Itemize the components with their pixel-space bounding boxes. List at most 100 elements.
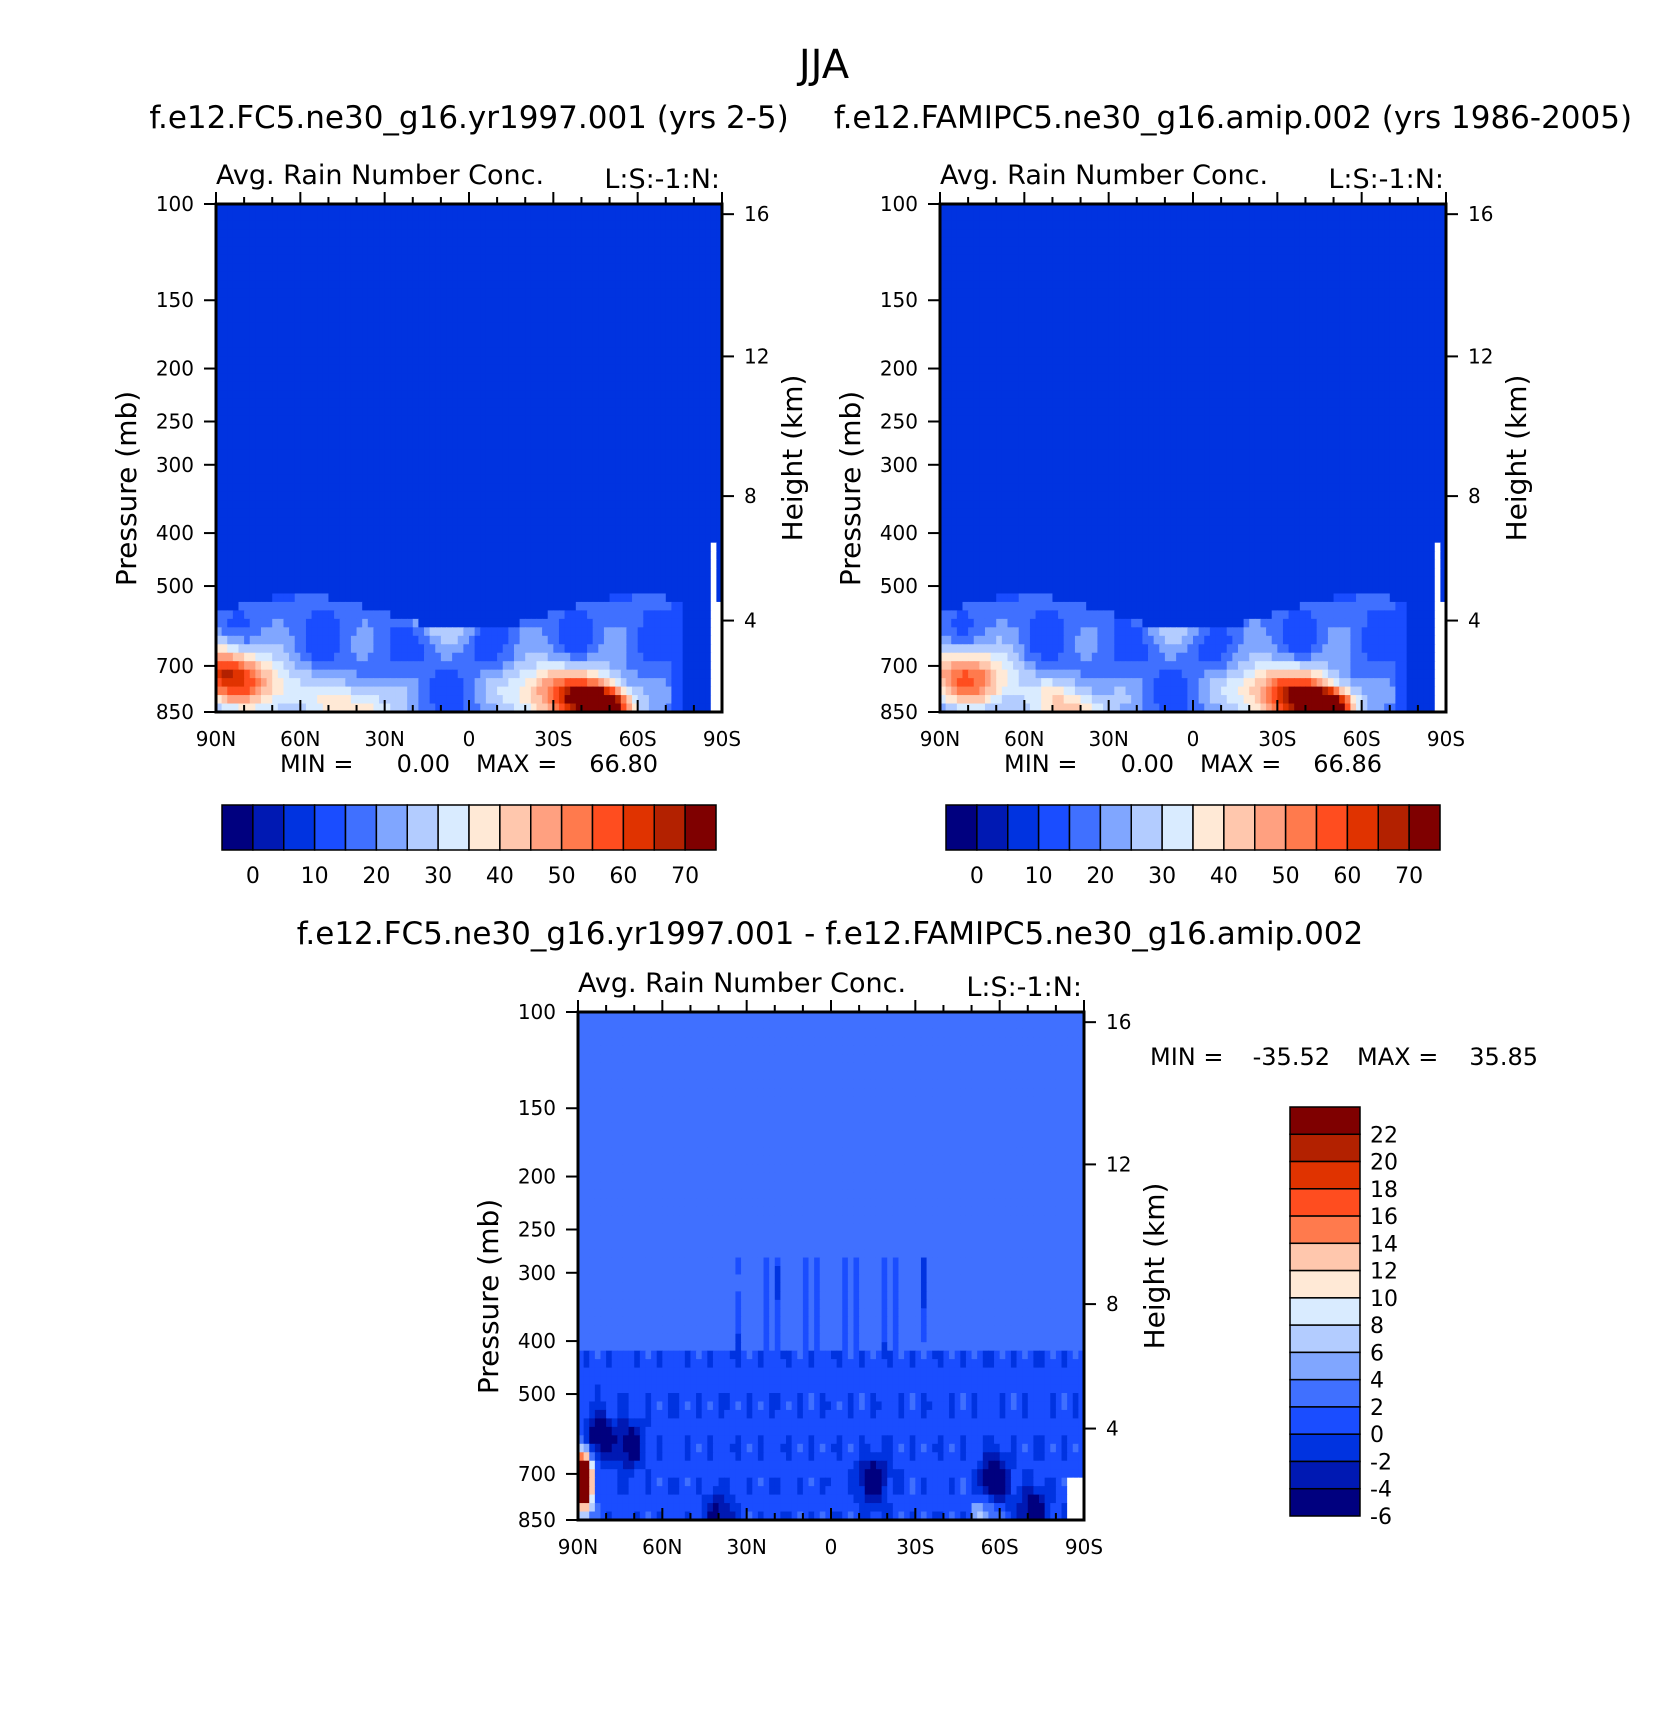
x-tick-label: 90N (558, 1535, 598, 1559)
y-tick-label: 850 (880, 700, 918, 724)
contour-field (940, 204, 1446, 712)
colorbar-swatch (945, 804, 978, 851)
panel-title: f.e12.FC5.ne30_g16.yr1997.001 (yrs 2-5) (149, 100, 788, 136)
colorbar-swatch (1289, 1215, 1361, 1245)
colorbar-label: 22 (1370, 1123, 1398, 1148)
x-tick-label: 90N (920, 727, 960, 751)
min-label: MIN = (1004, 750, 1077, 778)
y-tick-label: 400 (518, 1329, 556, 1353)
y-tick-label: 150 (880, 288, 918, 312)
y-axis-label: Pressure (mb) (834, 391, 867, 586)
colorbar-swatch (252, 804, 285, 851)
variable-name: Avg. Rain Number Conc. (216, 160, 544, 191)
colorbar-swatch (1284, 804, 1318, 851)
colorbar-swatch (1346, 804, 1380, 851)
colorbar-swatch (221, 804, 254, 851)
min-label: MIN = (280, 750, 353, 778)
x-tick-label: 60S (619, 727, 657, 751)
x-tick-label: 60S (1343, 727, 1381, 751)
y-tick-label: 500 (880, 574, 918, 598)
y-right-tick-label: 12 (744, 344, 769, 368)
y-tick-label: 250 (156, 410, 194, 434)
colorbar-swatch (1289, 1133, 1361, 1163)
colorbar-label: 2 (1370, 1396, 1384, 1421)
colorbar-swatch (1289, 1460, 1361, 1490)
colorbar-swatch (1289, 1406, 1361, 1435)
colorbar-swatch (1037, 804, 1071, 851)
max-label: MAX = (1357, 1043, 1438, 1071)
colorbar-swatch (1099, 804, 1133, 851)
colorbar-swatch (1408, 804, 1441, 851)
y-right-tick-label: 12 (1106, 1152, 1131, 1176)
colorbar-label: -4 (1370, 1478, 1392, 1503)
colorbar-swatch (1289, 1378, 1361, 1408)
max-value: 35.85 (1469, 1043, 1538, 1071)
colorbar-swatch (283, 804, 316, 851)
colorbar-swatch (1289, 1297, 1361, 1326)
panel-control: f.e12.FC5.ne30_g16.yr1997.001 (yrs 2-5) A… (110, 100, 809, 889)
colorbar: 0 10 20 30 40 50 60 70 (221, 804, 717, 889)
colorbar-swatch (1377, 804, 1410, 851)
x-tick-label: 30N (364, 727, 404, 751)
colorbar: 0 10 20 30 40 50 60 70 (945, 804, 1441, 889)
y-tick-label: 250 (880, 410, 918, 434)
colorbar-swatch (1161, 804, 1194, 851)
colorbar-label: 50 (1272, 864, 1300, 889)
x-tick-label: 60N (642, 1535, 682, 1559)
colorbar-swatch (622, 804, 656, 851)
colorbar-label: 40 (486, 864, 514, 889)
x-tick-label: 60S (981, 1535, 1019, 1559)
colorbar-swatch (591, 804, 625, 851)
x-tick-label: 90N (196, 727, 236, 751)
colorbar-label: -2 (1370, 1450, 1392, 1475)
colorbar-swatch (313, 804, 347, 851)
colorbar-label: 60 (609, 864, 637, 889)
y-tick-label: 100 (156, 192, 194, 216)
colorbar-swatch (1289, 1188, 1361, 1217)
y-tick-label: 150 (156, 288, 194, 312)
colorbar-swatch (1289, 1433, 1361, 1463)
corner-label: L:S:-1:N: (966, 972, 1082, 1003)
colorbar-label: 12 (1370, 1260, 1398, 1285)
colorbar-label: 40 (1210, 864, 1238, 889)
x-tick-label: 30S (534, 727, 572, 751)
x-tick-label: 30S (1258, 727, 1296, 751)
colorbar-label: 16 (1370, 1205, 1398, 1230)
y-right-tick-label: 4 (1468, 609, 1481, 633)
max-value: 66.86 (1313, 750, 1382, 778)
x-tick-label: 0 (1187, 727, 1200, 751)
y-tick-label: 400 (880, 521, 918, 545)
colorbar-label: 0 (970, 864, 984, 889)
y-right-tick-label: 8 (1468, 484, 1481, 508)
colorbar-label: 60 (1333, 864, 1361, 889)
colorbar-swatch (1289, 1106, 1361, 1136)
y-axis-right-label: Height (km) (776, 375, 809, 542)
colorbar-label: 14 (1370, 1232, 1398, 1257)
y-right-tick-label: 8 (1106, 1292, 1119, 1316)
colorbar-swatch (1289, 1269, 1361, 1299)
y-tick-label: 100 (880, 192, 918, 216)
colorbar-swatch (468, 804, 501, 851)
y-axis-label: Pressure (mb) (472, 1199, 505, 1394)
corner-label: L:S:-1:N: (1328, 164, 1444, 195)
y-tick-label: 300 (156, 453, 194, 477)
min-label: MIN = (1150, 1043, 1223, 1071)
colorbar-label: 50 (548, 864, 576, 889)
colorbar-swatch (375, 804, 409, 851)
y-tick-label: 300 (880, 453, 918, 477)
panel-title: f.e12.FAMIPC5.ne30_g16.amip.002 (yrs 198… (834, 100, 1632, 136)
y-tick-label: 300 (518, 1261, 556, 1285)
colorbar-label: 8 (1370, 1314, 1384, 1339)
colorbar-swatch (1289, 1324, 1361, 1354)
min-value: -35.52 (1253, 1043, 1330, 1071)
colorbar-swatch (560, 804, 594, 851)
x-tick-label: 60N (280, 727, 320, 751)
colorbar-label: 0 (1370, 1423, 1384, 1448)
colorbar-label: 10 (1025, 864, 1053, 889)
colorbar-label: 6 (1370, 1341, 1384, 1366)
colorbar-label: 10 (1370, 1287, 1398, 1312)
colorbar-label: 30 (1148, 864, 1176, 889)
contour-field (216, 204, 722, 712)
colorbar-swatch (344, 804, 378, 851)
y-axis-right-label: Height (km) (1500, 375, 1533, 542)
